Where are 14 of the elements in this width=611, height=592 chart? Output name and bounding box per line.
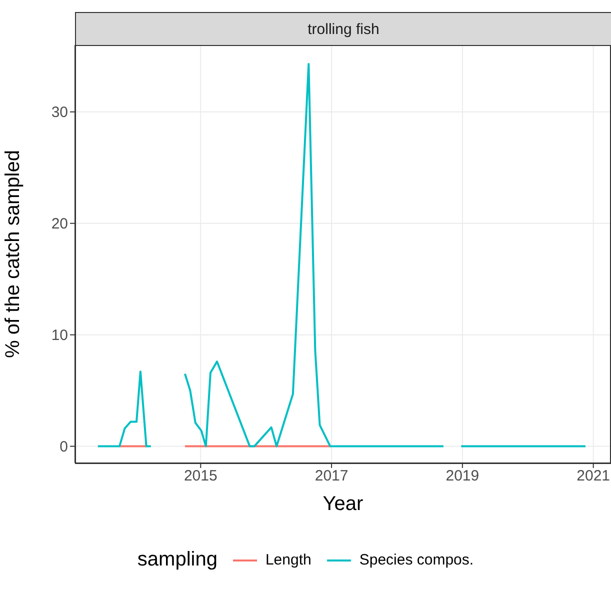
legend-label: Species compos. [359, 552, 474, 568]
y-axis-title: % of the catch sampled [2, 150, 24, 358]
y-tick-label: 10 [51, 327, 68, 344]
y-tick-label: 30 [51, 104, 68, 122]
x-tick-label: 2017 [314, 468, 348, 485]
x-axis-title: Year [322, 493, 364, 515]
x-tick-label: 2019 [446, 468, 480, 485]
x-tick-label: 2021 [576, 468, 610, 485]
y-tick-label: 0 [60, 438, 68, 456]
legend-title: sampling [137, 548, 218, 572]
y-tick-label: 20 [51, 216, 68, 233]
x-tick-label: 2015 [184, 468, 218, 485]
legend-label: Length [265, 552, 312, 568]
chart-title: trolling fish [75, 12, 611, 46]
